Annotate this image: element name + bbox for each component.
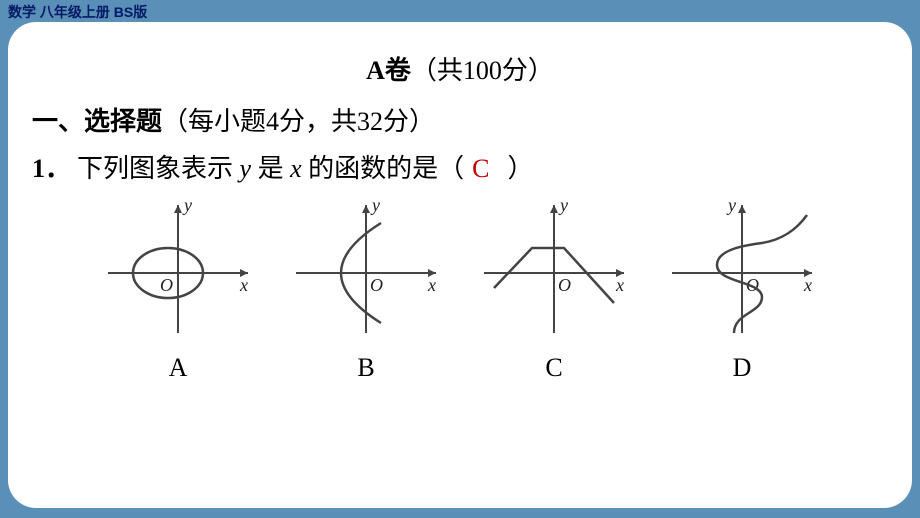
section-scoring: （每小题4分，共32分） [162,107,435,136]
choice-B-label: B [357,353,374,383]
choice-C-label: C [545,353,562,383]
q1-text-b: 是 [251,154,290,183]
q1-answer: C [472,154,489,183]
q1-text-d: ） [508,154,534,183]
section-heading: 一、选择题（每小题4分，共32分） [26,101,894,138]
y-axis-label: y [182,195,192,215]
question-1: 1．下列图象表示 y 是 x 的函数的是（C ） [26,148,894,185]
y-axis-label: y [726,195,736,215]
x-axis-label: x [803,275,812,295]
choice-C: y x O C [474,193,634,383]
q1-text-c: 的函数的是（ [302,154,465,183]
choice-row: y x O A y x O B [26,193,894,383]
y-axis-label: y [370,195,380,215]
exam-title-score: （共100分） [411,56,554,85]
q1-text-a: 下列图象表示 [77,154,240,183]
x-axis-label: x [427,275,436,295]
graph-A: y x O [98,193,258,343]
x-axis-label: x [615,275,624,295]
choice-A-label: A [169,353,188,383]
origin-label: O [160,275,173,295]
origin-label: O [558,275,571,295]
exam-title-main: A卷 [366,56,411,85]
section-name: 一、选择题 [32,107,162,136]
graph-D: y x O [662,193,822,343]
q1-number: 1． [32,154,71,183]
choice-B: y x O B [286,193,446,383]
textbook-header: 数学 八年级上册 BS版 [0,0,920,22]
graph-C: y x O [474,193,634,343]
y-axis-label: y [558,195,568,215]
choice-A: y x O A [98,193,258,383]
graph-B: y x O [286,193,446,343]
choice-D: y x O D [662,193,822,383]
slide-card: A卷（共100分） 一、选择题（每小题4分，共32分） 1．下列图象表示 y 是… [8,22,912,508]
exam-title: A卷（共100分） [26,50,894,87]
origin-label: O [370,275,383,295]
q1-var-x: x [290,154,302,183]
choice-D-label: D [733,353,752,383]
q1-var-y: y [240,154,252,183]
x-axis-label: x [239,275,248,295]
